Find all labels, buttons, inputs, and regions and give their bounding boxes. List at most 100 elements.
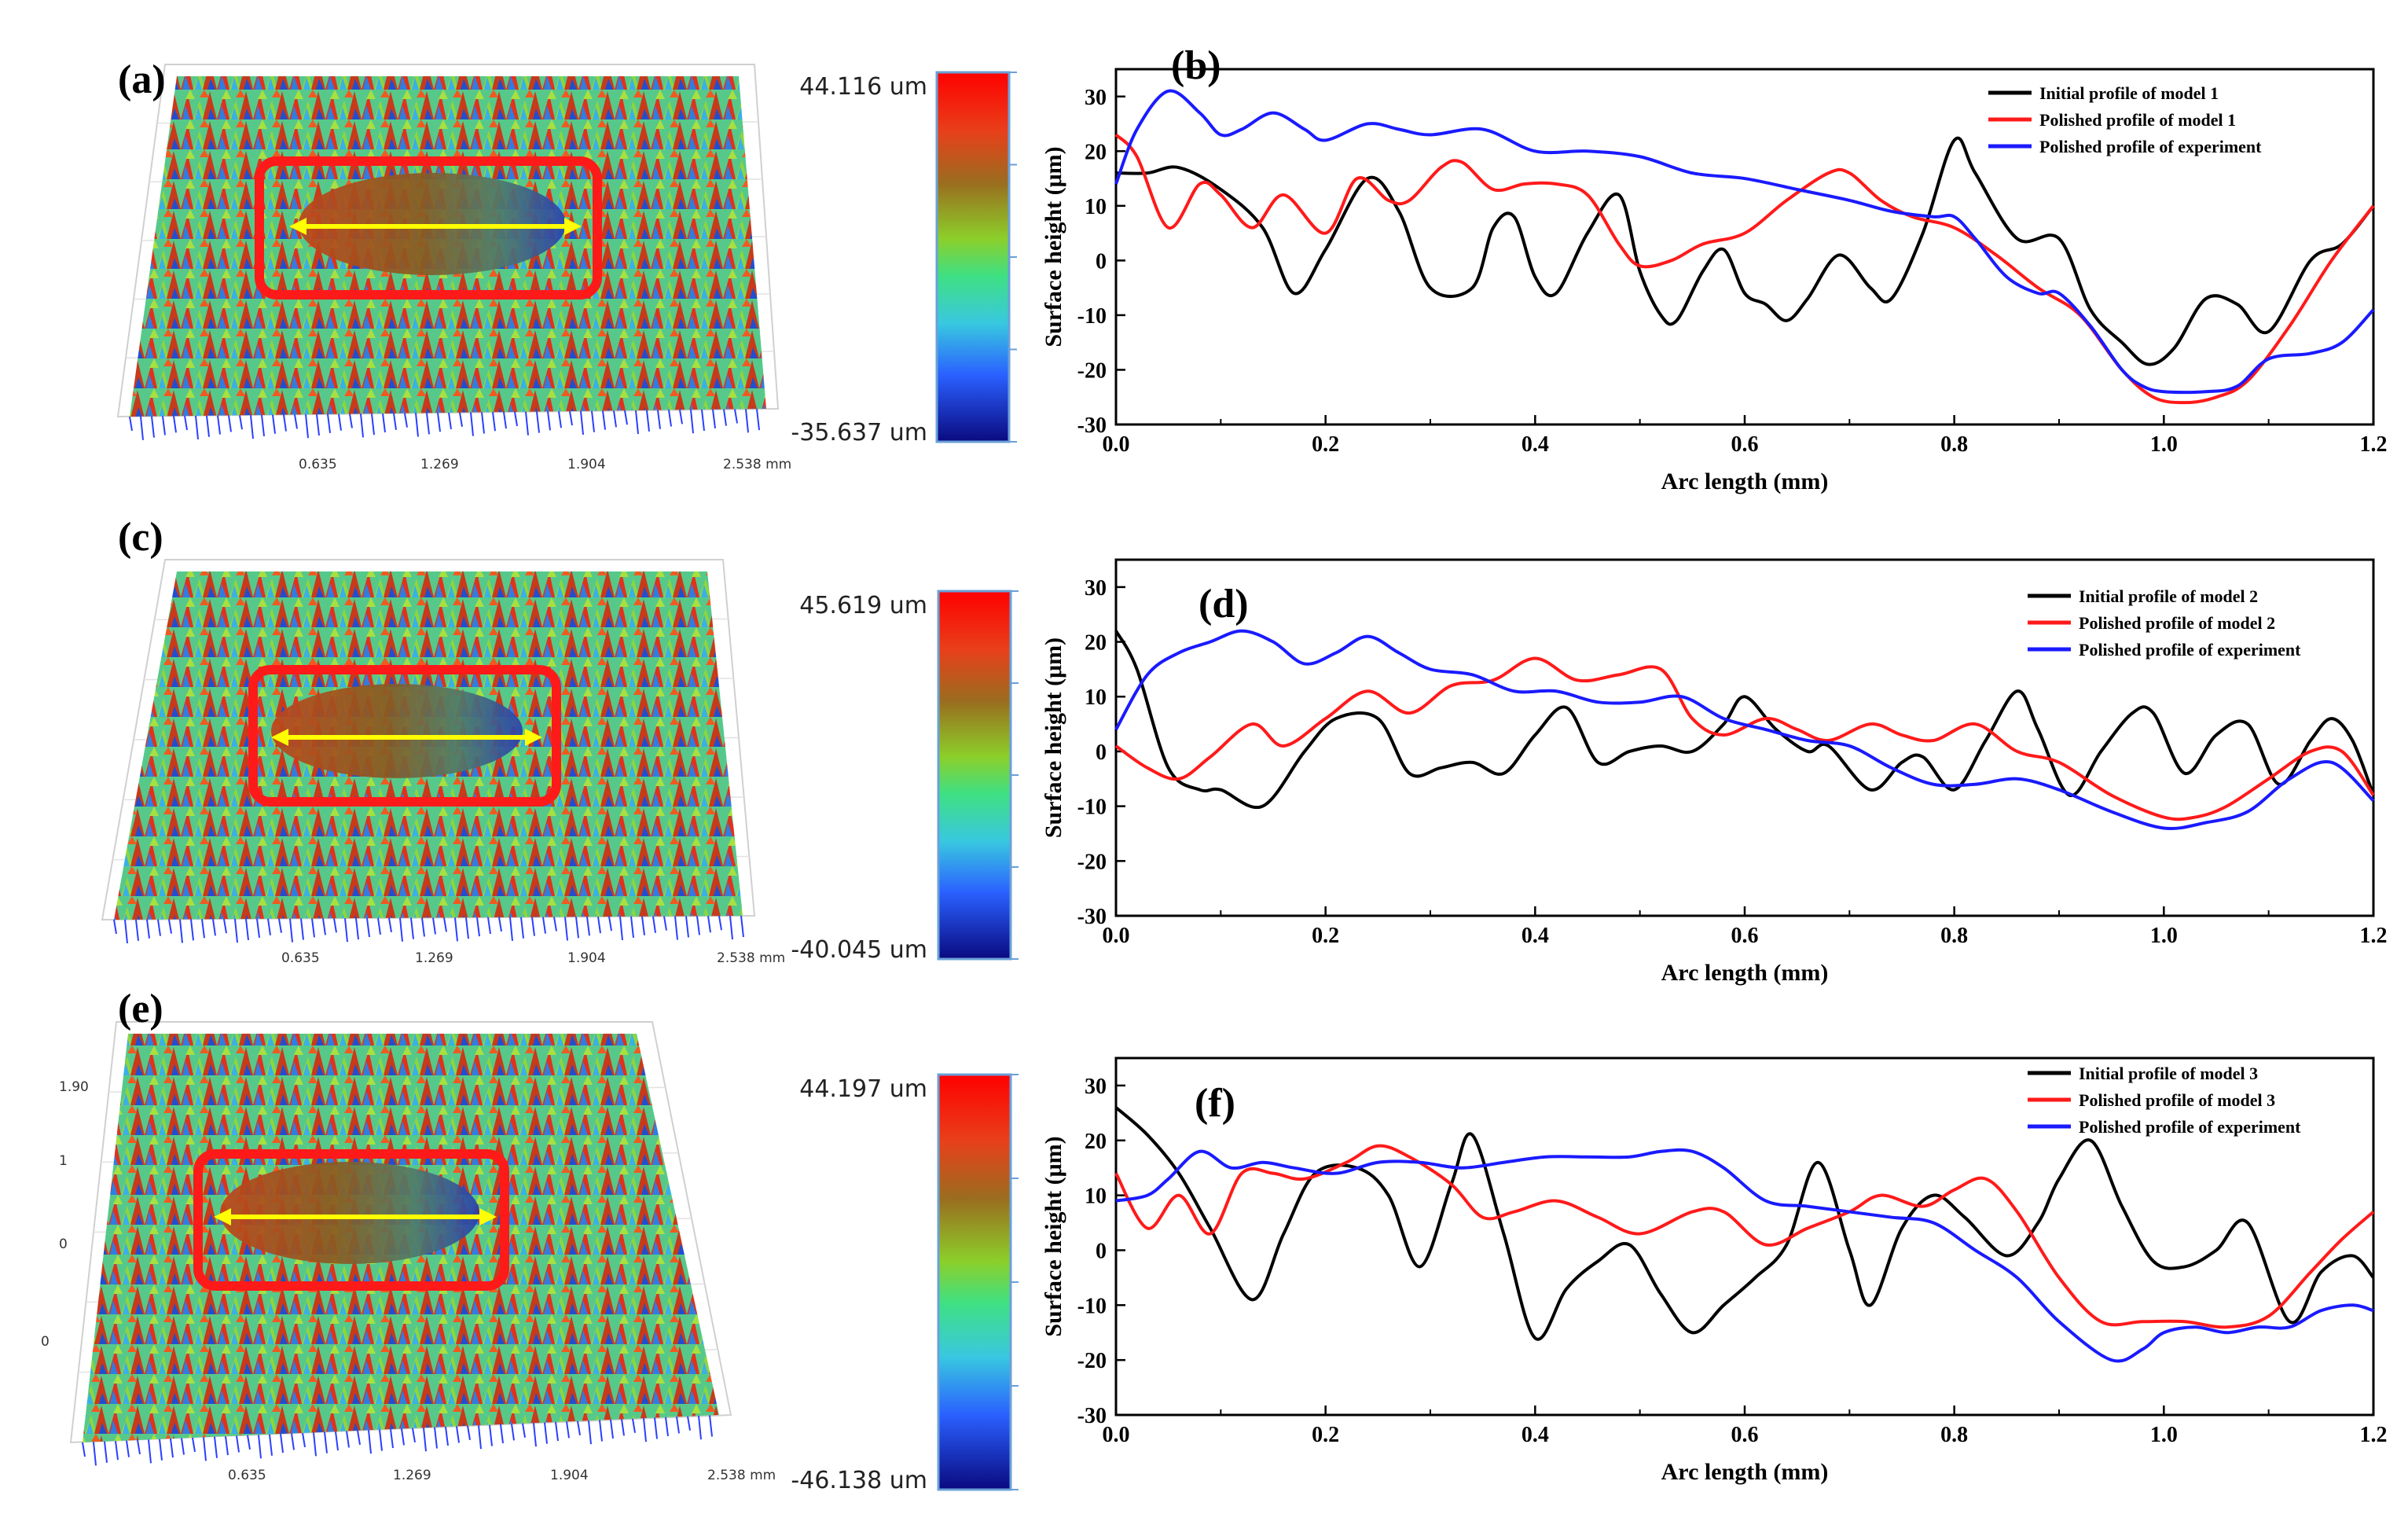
line-chart: 0.0 0.2 0.4 0.6 0.8 1.0 1.2 30 20 10 0 -10 -20 -30 Arc… [1041, 558, 2388, 986]
surface-axis-tick: 1.269 [420, 457, 459, 472]
surface-axis-tick: 0.635 [281, 950, 320, 966]
arrow-head-left [289, 218, 307, 235]
x-tick-label: 1.2 [2360, 924, 2388, 948]
y-tick-label: 30 [1085, 1075, 1107, 1099]
y-tick-label: -30 [1077, 413, 1107, 438]
colorbar-min-label: -35.637 um [791, 419, 927, 446]
surface-panel: (c) 0.635 1.269 1.904 2.538 mm 45.619 um -40.0… [101, 515, 1019, 966]
x-axis-title: Arc length (mm) [1661, 469, 1829, 494]
surface-panel: (e) 0.635 1.269 1.904 2.538 mm 1.90 1 0 0 44.197 … [41, 987, 1019, 1494]
legend-label: Initial profile of model 1 [2039, 83, 2219, 103]
arrow-head-right [564, 218, 582, 235]
surface-side-tick: 1.90 [59, 1079, 89, 1095]
series-line [1114, 629, 2375, 831]
y-tick-label: 0 [1096, 249, 1107, 274]
legend-label: Polished profile of model 2 [2079, 613, 2275, 633]
x-tick-label: 0.6 [1731, 1423, 1759, 1447]
legend-label: Initial profile of model 2 [2079, 586, 2258, 606]
x-tick-label: 0.4 [1522, 1423, 1549, 1447]
legend-label: Polished profile of experiment [2039, 137, 2262, 156]
surface-spikes [82, 1415, 713, 1466]
y-tick-label: 20 [1085, 1130, 1107, 1154]
x-tick-label: 0.0 [1103, 1423, 1130, 1447]
highlight-box [193, 1149, 509, 1291]
y-axis-title: Surface height (μm) [1041, 638, 1066, 838]
colorbar-max-label: 45.619 um [799, 592, 927, 619]
y-tick-label: -20 [1077, 850, 1107, 874]
arrow-head-right [525, 729, 542, 746]
y-axis-title: Surface height (μm) [1041, 1136, 1066, 1336]
panel-label: (a) [118, 57, 166, 102]
colorbar [937, 1073, 1012, 1491]
legend-label: Polished profile of experiment [2079, 640, 2301, 660]
x-tick-label: 0.6 [1731, 924, 1759, 948]
colorbar [937, 590, 1012, 961]
x-tick-label: 0.0 [1103, 432, 1130, 457]
legend-label: Polished profile of experiment [2079, 1117, 2301, 1137]
y-tick-label: 30 [1085, 86, 1107, 110]
y-tick-label: 10 [1085, 685, 1107, 710]
surface-axis-tick: 0.635 [228, 1468, 266, 1483]
surface-axis-tick: 2.538 mm [717, 950, 785, 966]
x-tick-label: 0.2 [1312, 1423, 1339, 1447]
series-line [1114, 89, 2375, 395]
surface-axis-tick: 0.635 [299, 457, 337, 472]
x-tick-label: 0.4 [1522, 924, 1549, 948]
surface-panel: (a) 0.635 1.269 1.904 2.538 mm 44.116 um -35.6… [116, 57, 1017, 472]
x-axis-title: Arc length (mm) [1661, 960, 1829, 986]
plot-frame [1114, 1056, 2375, 1417]
x-tick-label: 1.0 [2150, 432, 2178, 457]
surface-axis-tick: 1.904 [550, 1468, 589, 1483]
colorbar-min-label: -46.138 um [791, 1467, 927, 1494]
colorbar-min-label: -40.045 um [791, 936, 927, 964]
y-tick-label: -20 [1077, 358, 1107, 383]
y-tick-label: -30 [1077, 905, 1107, 929]
colorbar-max-label: 44.116 um [799, 73, 927, 101]
x-tick-label: 0.8 [1940, 924, 1968, 948]
x-tick-label: 1.2 [2360, 1423, 2388, 1447]
y-tick-label: 0 [1096, 740, 1107, 765]
series-line [1114, 656, 2375, 821]
x-tick-label: 0.2 [1312, 924, 1339, 948]
arrow-head-left [271, 729, 288, 746]
polished-region [271, 684, 523, 778]
surface-axis-tick: 1.269 [393, 1468, 431, 1483]
y-tick-label: -30 [1077, 1404, 1107, 1428]
colorbar [935, 71, 1011, 443]
series-line [1115, 136, 2375, 366]
y-tick-label: -10 [1077, 1294, 1107, 1318]
x-tick-label: 0.6 [1731, 432, 1759, 457]
x-tick-label: 0.2 [1312, 432, 1339, 457]
surface-side-tick: 1 [59, 1153, 68, 1169]
surface-axis-tick: 2.538 mm [707, 1468, 776, 1483]
legend-label: Initial profile of model 3 [2079, 1064, 2258, 1083]
y-tick-label: -20 [1077, 1349, 1107, 1373]
surface-side-tick: 0 [59, 1237, 68, 1252]
surface-side-tick: 0 [41, 1334, 50, 1350]
y-tick-label: 20 [1085, 140, 1107, 164]
y-tick-label: 10 [1085, 1185, 1107, 1209]
surface-axis-tick: 1.904 [567, 457, 606, 472]
x-tick-label: 1.2 [2360, 432, 2388, 457]
arrow-head-right [479, 1208, 497, 1225]
panel-label: (c) [118, 515, 163, 560]
highlight-box [248, 665, 561, 807]
legend-label: Polished profile of model 1 [2039, 110, 2236, 130]
panel-label: (b) [1171, 43, 1221, 88]
y-axis-title: Surface height (μm) [1041, 146, 1066, 347]
x-tick-label: 0.4 [1522, 432, 1549, 457]
line-chart: 0.0 0.2 0.4 0.6 0.8 1.0 1.2 30 20 10 0 -10 -20 -30 Arc… [1041, 1056, 2388, 1485]
arrow-head-left [214, 1208, 231, 1225]
colorbar-max-label: 44.197 um [799, 1075, 927, 1103]
y-tick-label: 10 [1085, 195, 1107, 219]
series-line [1115, 1148, 2374, 1363]
surface-spikes [129, 409, 760, 440]
legend-label: Polished profile of model 3 [2079, 1090, 2275, 1110]
surface-axis-tick: 2.538 mm [723, 457, 791, 472]
surface-axis-tick: 1.904 [567, 950, 606, 966]
y-tick-label: -10 [1077, 796, 1107, 820]
polished-region [220, 1162, 479, 1264]
panel-label: (f) [1195, 1081, 1235, 1126]
x-tick-label: 1.0 [2150, 1423, 2178, 1447]
